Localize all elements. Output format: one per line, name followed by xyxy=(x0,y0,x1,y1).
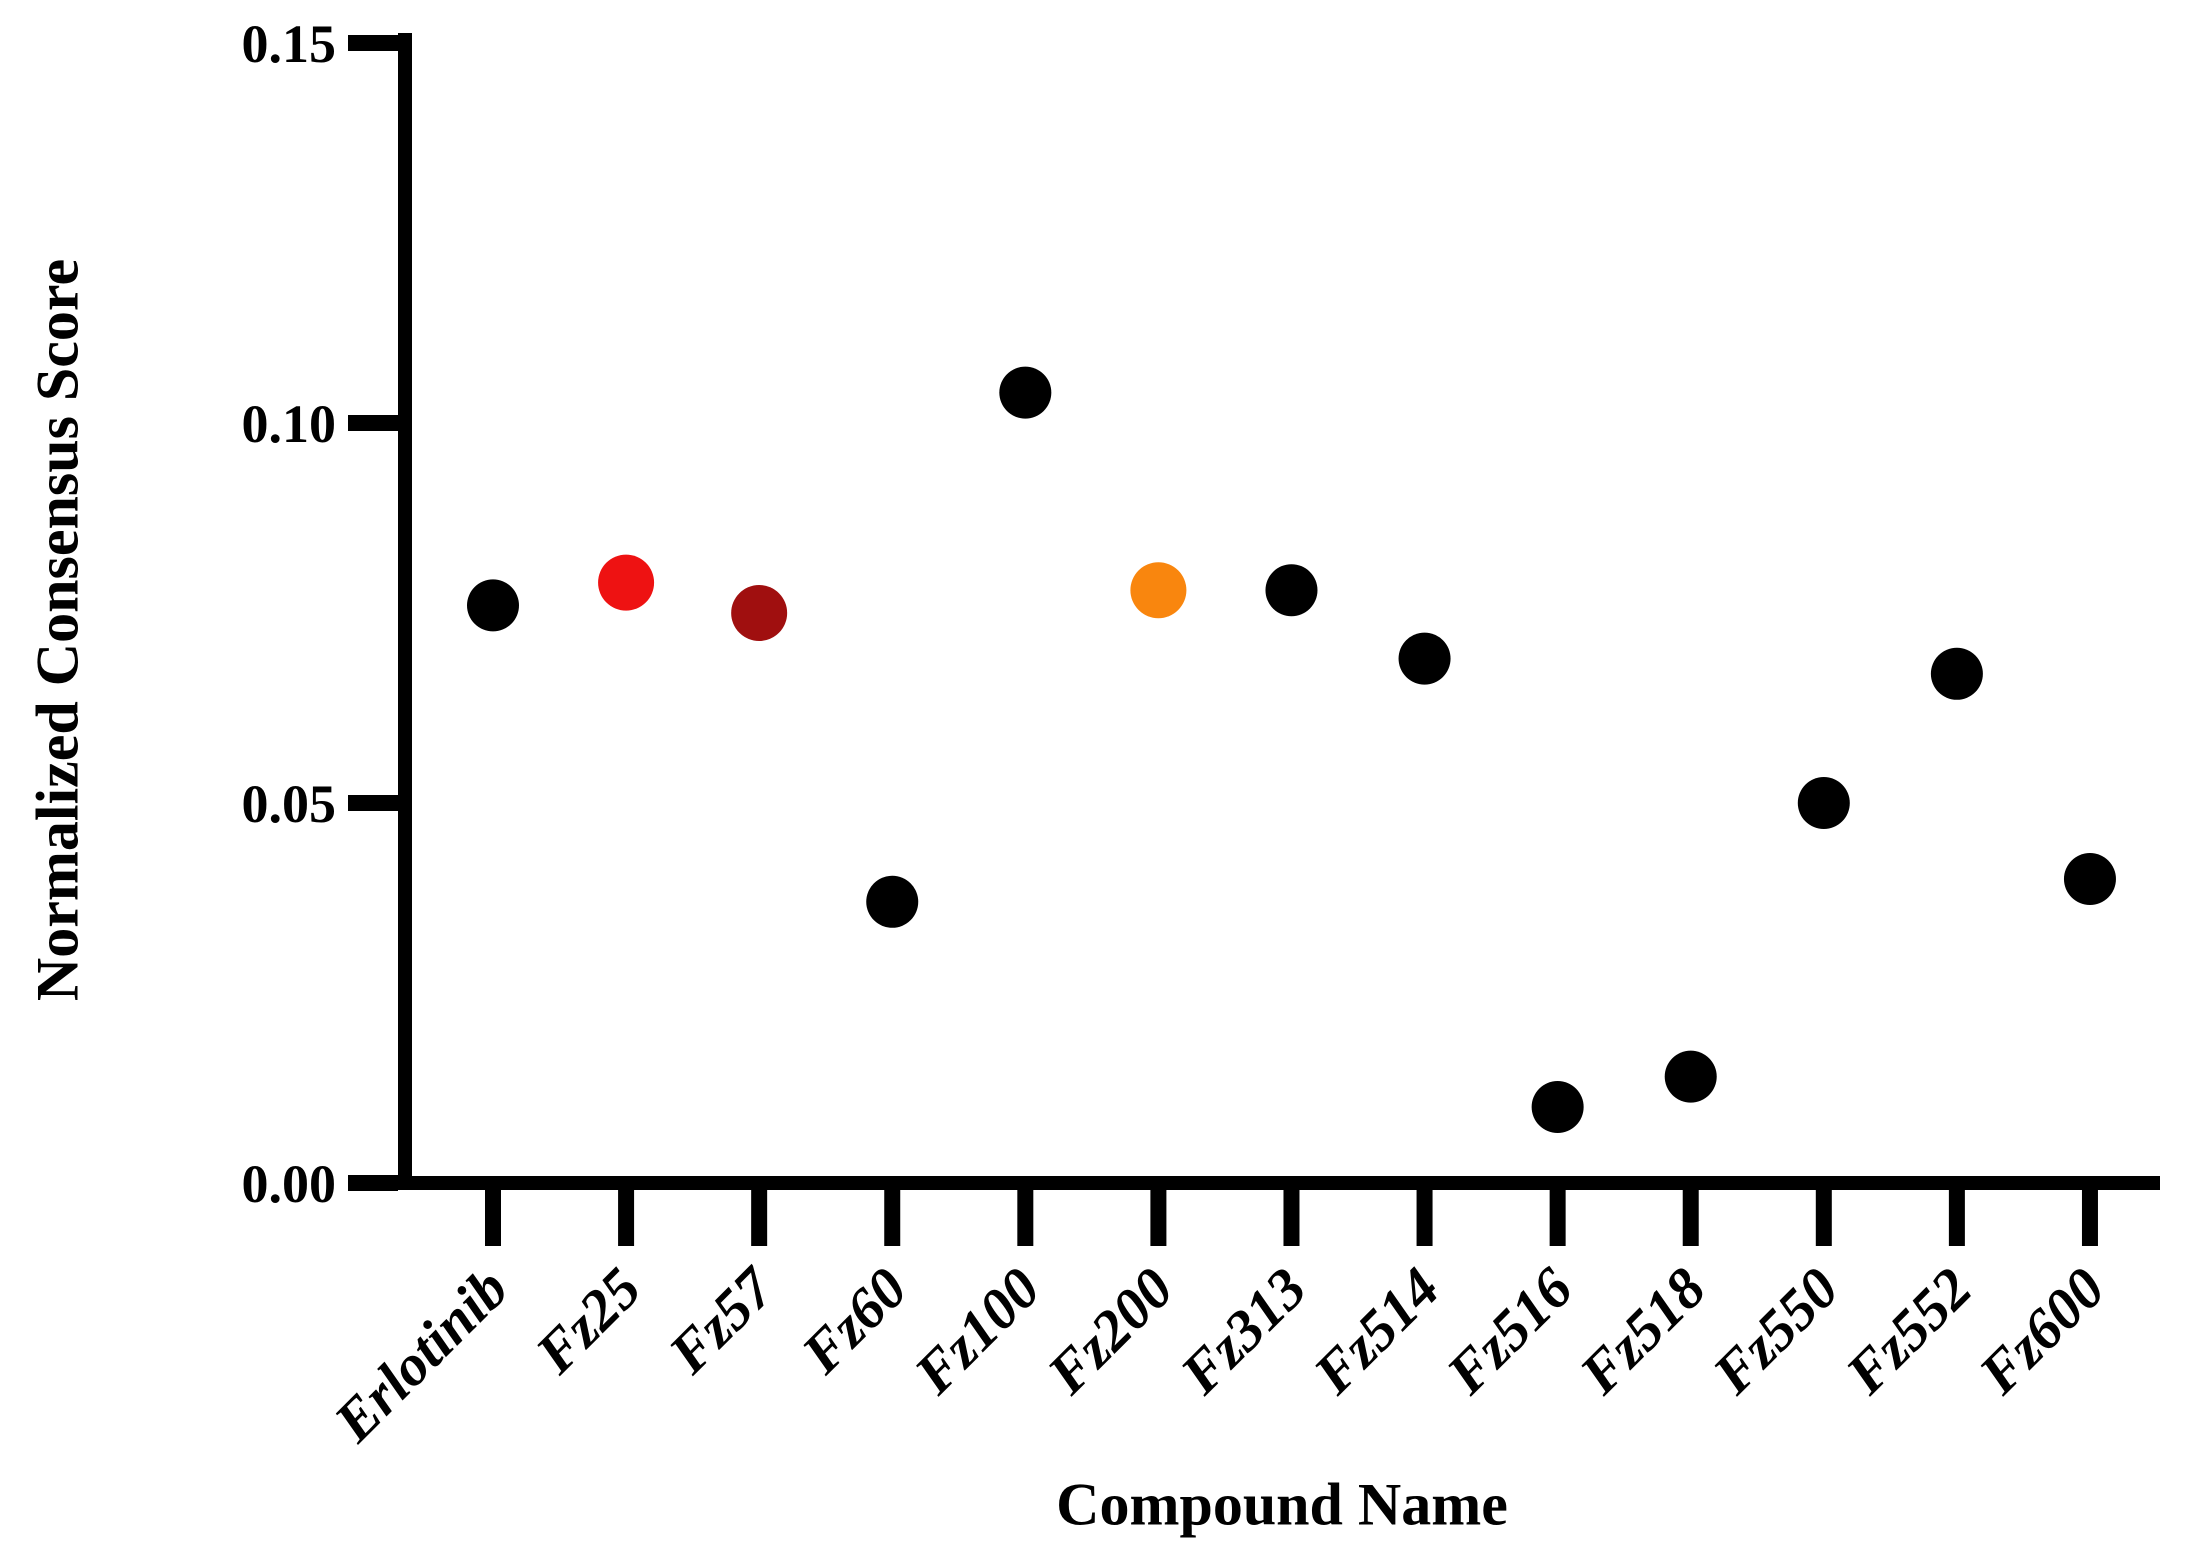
data-point-Fz100 xyxy=(999,366,1052,419)
x-tick xyxy=(1416,1190,1433,1246)
x-category-label: Fz100 xyxy=(901,1255,1053,1407)
data-point-Fz25 xyxy=(598,554,655,611)
x-category-label: Fz518 xyxy=(1566,1255,1718,1407)
x-tick xyxy=(1815,1190,1832,1246)
data-point-Fz516 xyxy=(1531,1081,1584,1133)
data-point-Fz313 xyxy=(1265,564,1318,617)
x-category-label: Fz200 xyxy=(1034,1255,1186,1407)
data-point-Fz57 xyxy=(731,585,788,641)
x-category-label: Fz57 xyxy=(655,1254,787,1386)
data-point-Fz550 xyxy=(1797,777,1850,829)
x-category-label: Fz552 xyxy=(1833,1255,1985,1407)
x-tick xyxy=(884,1190,901,1246)
data-point-Fz200 xyxy=(1130,562,1187,619)
data-point-Fz552 xyxy=(1930,647,1983,700)
y-tick-label: 0.05 xyxy=(242,774,337,834)
x-tick xyxy=(751,1190,768,1246)
x-axis-line xyxy=(398,1176,2160,1190)
x-tick xyxy=(2081,1190,2098,1246)
x-tick xyxy=(618,1190,635,1246)
x-category-label: Fz600 xyxy=(1966,1255,2118,1407)
x-axis-title: Compound Name xyxy=(1056,1471,1508,1538)
x-tick xyxy=(1283,1190,1300,1246)
x-tick xyxy=(1150,1190,1167,1246)
y-axis-title: Normalized Consensus Score xyxy=(24,258,91,1002)
y-tick-label: 0.10 xyxy=(242,394,337,454)
y-axis-line xyxy=(398,33,412,1190)
x-tick xyxy=(485,1190,501,1246)
x-category-label: Fz550 xyxy=(1699,1255,1851,1407)
x-category-label: Fz313 xyxy=(1167,1255,1319,1407)
x-tick xyxy=(1017,1190,1034,1246)
y-tick xyxy=(348,415,398,431)
x-category-label: Fz516 xyxy=(1433,1255,1585,1407)
y-tick xyxy=(348,1175,398,1191)
x-category-label: Fz514 xyxy=(1300,1255,1452,1407)
x-category-label: Fz60 xyxy=(788,1255,919,1386)
y-tick xyxy=(348,35,398,51)
data-point-Erlotinib xyxy=(467,579,519,632)
x-category-label: Erlotinib xyxy=(321,1255,520,1454)
y-tick-label: 0.15 xyxy=(242,14,337,74)
y-tick xyxy=(348,795,398,811)
x-category-label: Fz25 xyxy=(522,1255,653,1386)
data-point-Fz600 xyxy=(2063,853,2116,905)
data-point-Fz518 xyxy=(1664,1050,1717,1103)
x-tick xyxy=(1682,1190,1699,1246)
x-tick xyxy=(1948,1190,1965,1246)
y-tick-label: 0.00 xyxy=(242,1154,337,1214)
x-tick xyxy=(1549,1190,1566,1246)
data-point-Fz514 xyxy=(1398,632,1451,685)
data-point-Fz60 xyxy=(866,875,919,928)
